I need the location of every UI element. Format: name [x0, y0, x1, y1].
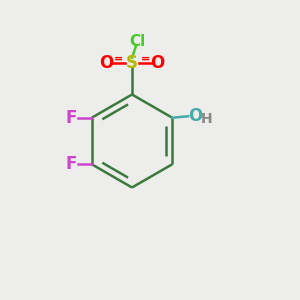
Text: F: F	[66, 109, 77, 127]
Text: F: F	[66, 155, 77, 173]
Text: O: O	[150, 54, 165, 72]
Text: =: =	[141, 54, 150, 64]
Text: S: S	[126, 54, 138, 72]
Text: =: =	[114, 54, 123, 64]
Text: O: O	[99, 54, 114, 72]
Text: H: H	[200, 112, 212, 126]
Text: Cl: Cl	[129, 34, 146, 49]
Text: O: O	[188, 107, 202, 125]
